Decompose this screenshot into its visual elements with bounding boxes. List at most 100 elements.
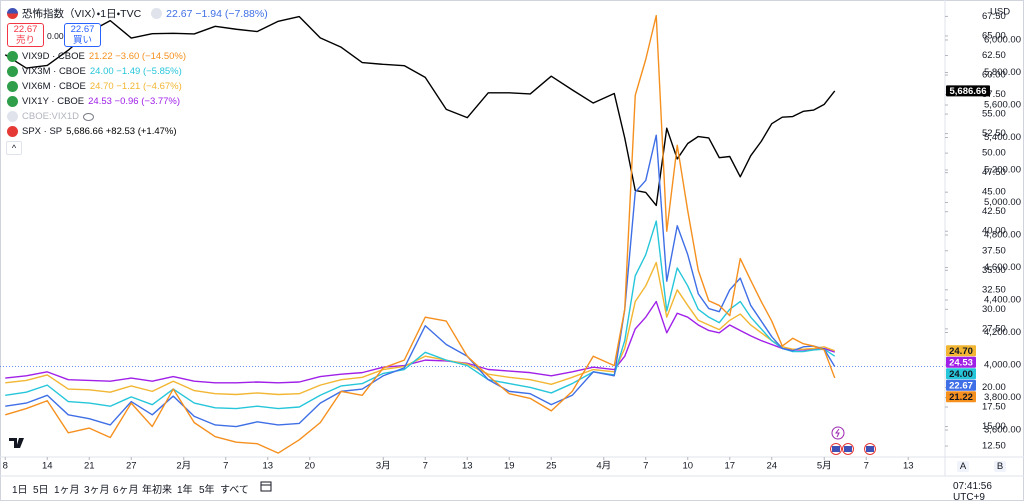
x-tick-label: 13 [262, 461, 273, 472]
log-scale-button[interactable] [994, 461, 1006, 472]
price-tag [946, 368, 976, 380]
hidden-eye-icon[interactable] [83, 112, 95, 121]
clock: 07:41:56 UTC+9 [953, 481, 992, 503]
y-tick-label: 32.50 [982, 284, 1006, 295]
x-tick-label: 2月 [176, 461, 191, 472]
legend-name: CBOE:VIX1D [22, 111, 80, 122]
price-tag-label: 24.70 [949, 346, 973, 357]
flag-icon [7, 8, 18, 19]
range-button[interactable]: 1年 [177, 485, 193, 496]
series-line [4, 15, 836, 207]
buy-button[interactable]: 22.67 買い [64, 23, 101, 47]
legend-name: VIX1Y · CBOE [22, 96, 85, 107]
currency-label: USD [990, 7, 1010, 18]
range-button[interactable]: すべて [220, 485, 249, 496]
series-line [5, 14, 836, 454]
y-tick-label: 30.00 [982, 304, 1006, 315]
price-tag [946, 356, 976, 368]
legend-row-hidden[interactable]: CBOE:VIX1D [7, 110, 95, 123]
symbol-icon [7, 126, 18, 137]
y-tick-label: 4,800.00 [984, 230, 1021, 241]
price-tag-label: 21.22 [949, 392, 973, 403]
log-scale-label[interactable]: B [997, 461, 1003, 472]
legend-value: 24.70 −1.21 (−4.67%) [89, 81, 182, 92]
y-tick-label: 3,800.00 [984, 392, 1021, 403]
range-button[interactable]: 年初来 [142, 485, 172, 496]
y-tick-label: 17.50 [982, 402, 1006, 413]
legend-value: 24.53 −0.96 (−3.77%) [88, 96, 181, 107]
x-tick-label: 8 [3, 461, 8, 472]
y-tick-label: 67.50 [982, 11, 1006, 22]
y-tick-label: 37.50 [982, 245, 1006, 256]
x-tick-label: 7 [223, 461, 228, 472]
y-tick-label: 62.50 [982, 50, 1006, 61]
series-line [5, 300, 835, 384]
x-tick-label: 27 [126, 461, 137, 472]
legend-row[interactable]: VIX3M · CBOE 24.00 −1.49 (−5.85%) [7, 65, 182, 78]
y-tick-label: 3,600.00 [984, 425, 1021, 436]
y-tick-label: 42.50 [982, 206, 1006, 217]
range-button[interactable]: 6ヶ月 [113, 485, 139, 496]
menu-icon[interactable] [151, 8, 163, 19]
series-line [5, 261, 835, 396]
series-line [5, 134, 836, 428]
x-tick-label: 7 [864, 461, 869, 472]
auto-scale-button[interactable] [957, 461, 969, 472]
auto-scale-label[interactable]: A [960, 461, 967, 472]
sell-button[interactable]: 22.67 売り [7, 23, 44, 47]
y-tick-label: 52.50 [982, 128, 1006, 139]
y-tick-label: 4,400.00 [984, 295, 1021, 306]
legend-name: VIX3M · CBOE [22, 66, 86, 77]
x-tick-label: 4月 [596, 461, 611, 472]
price-tag [946, 391, 976, 403]
y-tick-label: 35.00 [982, 265, 1006, 276]
y-tick-label: 5,200.00 [984, 165, 1021, 176]
legend-row[interactable]: SPX · SP 5,686.66 +82.53 (+1.47%) [7, 125, 177, 138]
y-tick-label: 47.50 [982, 167, 1006, 178]
legend-row[interactable]: VIX1Y · CBOE 24.53 −0.96 (−3.77%) [7, 95, 180, 108]
x-tick-label: 5月 [817, 461, 832, 472]
legend-name: VIX9D · CBOE [22, 51, 85, 62]
x-tick-label: 14 [42, 461, 53, 472]
range-button[interactable]: 1日 [12, 485, 28, 496]
y-tick-label: 65.00 [982, 30, 1006, 41]
symbol-quote: 22.67 −1.94 (−7.88%) [166, 7, 268, 20]
symbol-icon [7, 111, 18, 122]
y-tick-label: 60.00 [982, 70, 1006, 81]
range-button[interactable]: 3ヶ月 [84, 485, 110, 496]
x-tick-label: 10 [682, 461, 693, 472]
y-tick-label: 5,800.00 [984, 67, 1021, 78]
range-button[interactable]: 5年 [199, 485, 215, 496]
calendar-icon[interactable] [260, 481, 272, 492]
legend-value: 21.22 −3.60 (−14.50%) [88, 51, 187, 62]
y-tick-label: 40.00 [982, 226, 1006, 237]
y-tick-label: 15.00 [982, 421, 1006, 432]
symbol-title: 恐怖指数（VIX）・1日・TVC [22, 8, 142, 20]
y-tick-label: 12.50 [982, 441, 1006, 452]
y-tick-label: 27.50 [982, 323, 1006, 334]
symbol-icon [7, 66, 18, 77]
collapse-legend-button[interactable]: ^ [6, 141, 22, 155]
legend-row[interactable]: VIX9D · CBOE 21.22 −3.60 (−14.50%) [7, 50, 186, 63]
y-tick-label: 5,000.00 [984, 197, 1021, 208]
y-tick-label: 4,600.00 [984, 262, 1021, 273]
y-tick-label: 55.00 [982, 109, 1006, 120]
range-button[interactable]: 5日 [33, 485, 49, 496]
price-tag [946, 85, 990, 97]
main-legend[interactable]: 恐怖指数（VIX）・1日・TVC 22.67 −1.94 (−7.88%) [7, 6, 268, 21]
legend-name: SPX · SP [22, 126, 63, 137]
price-tag [946, 345, 976, 357]
sell-label: 売り [15, 35, 35, 46]
y-tick-label: 6,000.00 [984, 34, 1021, 45]
symbol-icon [7, 51, 18, 62]
series-line [5, 220, 836, 410]
x-tick-label: 24 [766, 461, 777, 472]
y-tick-label: 57.50 [982, 89, 1006, 100]
legend-row[interactable]: VIX6M · CBOE 24.70 −1.21 (−4.67%) [7, 80, 182, 93]
symbol-icon [7, 96, 18, 107]
price-tag [946, 379, 976, 391]
price-tag-label: 24.53 [949, 357, 973, 368]
range-button[interactable]: 1ヶ月 [54, 485, 80, 496]
